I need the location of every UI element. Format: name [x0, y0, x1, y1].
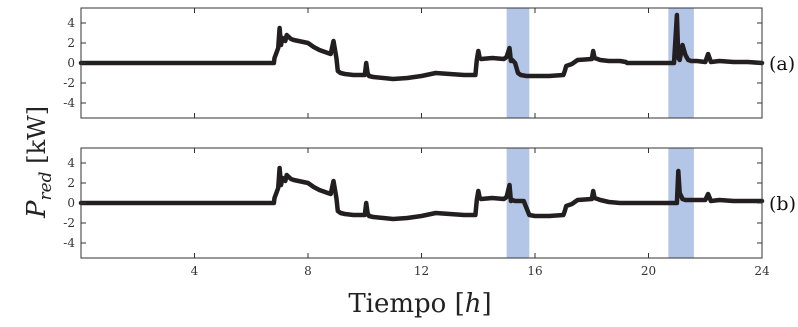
- highlight-band-1: [506, 8, 530, 118]
- y-tick-label: 2: [67, 36, 75, 50]
- x-axis-label: Tiempo [h]: [348, 289, 491, 319]
- series-line-a-1: [78, 12, 765, 82]
- panel-a: -4 -2 0 2 4 (a): [63, 7, 795, 119]
- x-tick-label: 16: [527, 264, 542, 278]
- y-tick-label: -4: [63, 96, 75, 110]
- y-tick-label: 4: [67, 156, 75, 170]
- y-tick-label: 0: [67, 196, 75, 210]
- y-axis-label: Pred [kW]: [22, 106, 56, 219]
- y-tick-label: -2: [63, 76, 75, 90]
- series-line-b-1: [78, 165, 765, 222]
- panel-tag-a: (a): [769, 53, 795, 75]
- y-tick-label: 2: [67, 176, 75, 190]
- y-tick-label: 0: [67, 56, 75, 70]
- x-axis-label-close: ]: [482, 289, 492, 319]
- x-axis-label-variable: h: [465, 289, 482, 319]
- y-axis-label-symbol: P: [22, 200, 52, 219]
- y-axis-label-unit: [kW]: [23, 106, 51, 172]
- x-tick-label: 24: [754, 264, 770, 278]
- y-tick-label: -2: [63, 216, 75, 230]
- panel-tag-b: (b): [769, 193, 796, 215]
- x-tick-label: 4: [191, 264, 199, 278]
- x-tick-label: 8: [304, 264, 312, 278]
- y-tick-label: -4: [63, 236, 75, 250]
- x-tick-label: 20: [641, 264, 656, 278]
- y-axis-label-subscript: red: [36, 171, 56, 200]
- y-tick-label: 4: [67, 16, 75, 30]
- x-tick-label: 12: [414, 264, 429, 278]
- x-axis-label-text: Tiempo [: [348, 289, 464, 319]
